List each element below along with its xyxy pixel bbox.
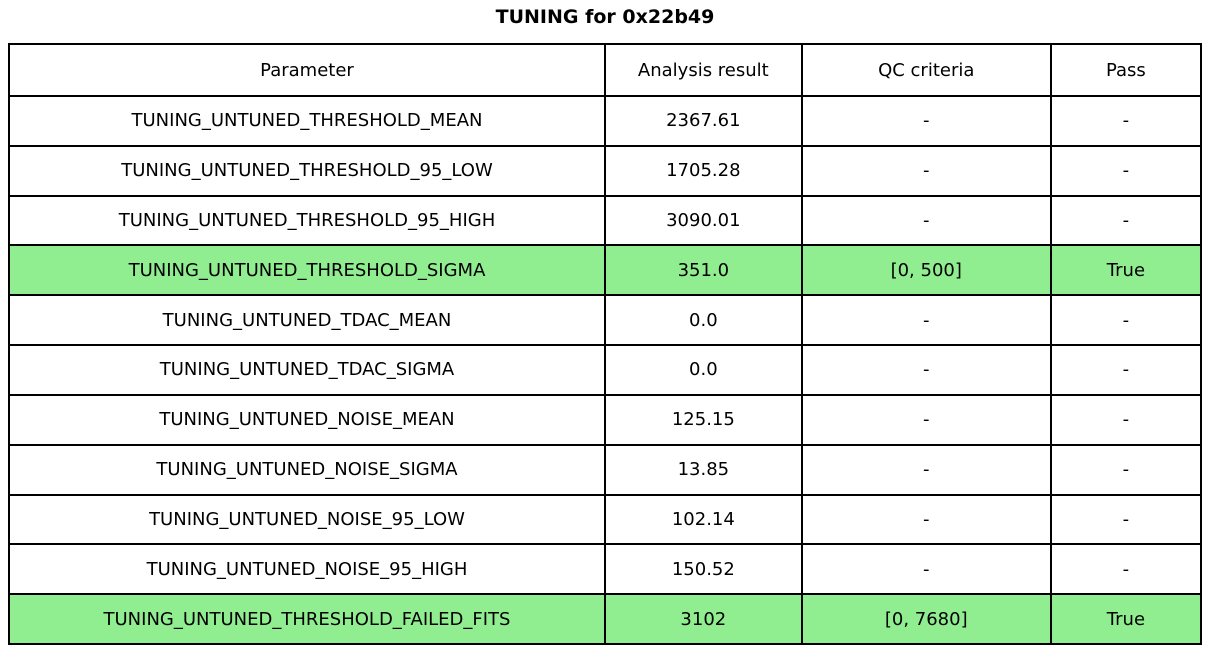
analysis-result-cell: 2367.61 bbox=[604, 95, 803, 147]
analysis-result-cell: 3102 bbox=[604, 593, 803, 645]
header-row: Parameter Analysis result QC criteria Pa… bbox=[8, 43, 1203, 97]
pass-cell: - bbox=[1049, 144, 1203, 197]
pass-cell: - bbox=[1049, 493, 1203, 546]
analysis-result-cell: 0.0 bbox=[604, 294, 803, 347]
table-header: Parameter Analysis result QC criteria Pa… bbox=[8, 43, 1203, 97]
qc-criteria-cell: - bbox=[800, 294, 1052, 347]
parameter-cell: TUNING_UNTUNED_THRESHOLD_SIGMA bbox=[8, 244, 606, 297]
qc-criteria-cell: - bbox=[800, 393, 1052, 446]
analysis-result-cell: 150.52 bbox=[604, 543, 803, 596]
qc-criteria-cell: - bbox=[800, 344, 1052, 396]
table-row: TUNING_UNTUNED_THRESHOLD_95_HIGH 3090.01… bbox=[8, 194, 1203, 247]
qc-criteria-cell: - bbox=[800, 493, 1052, 546]
analysis-result-cell: 1705.28 bbox=[604, 144, 803, 197]
qc-criteria-cell: - bbox=[800, 443, 1052, 496]
pass-cell: True bbox=[1049, 593, 1203, 645]
pass-cell: - bbox=[1049, 194, 1203, 247]
qc-table: Parameter Analysis result QC criteria Pa… bbox=[8, 43, 1203, 645]
analysis-result-cell: 3090.01 bbox=[604, 194, 803, 247]
qc-criteria-cell: [0, 500] bbox=[800, 244, 1052, 297]
parameter-cell: TUNING_UNTUNED_THRESHOLD_95_LOW bbox=[8, 144, 606, 197]
table-row: TUNING_UNTUNED_TDAC_MEAN 0.0 - - bbox=[8, 294, 1203, 347]
header-qc-criteria: QC criteria bbox=[800, 43, 1052, 97]
pass-cell: - bbox=[1049, 95, 1203, 147]
pass-cell: True bbox=[1049, 244, 1203, 297]
header-pass: Pass bbox=[1049, 43, 1203, 97]
parameter-cell: TUNING_UNTUNED_THRESHOLD_FAILED_FITS bbox=[8, 593, 606, 645]
table-row: TUNING_UNTUNED_THRESHOLD_SIGMA 351.0 [0,… bbox=[8, 244, 1203, 297]
qc-criteria-cell: - bbox=[800, 194, 1052, 247]
table-row: TUNING_UNTUNED_NOISE_95_LOW 102.14 - - bbox=[8, 493, 1203, 546]
qc-criteria-cell: - bbox=[800, 95, 1052, 147]
analysis-result-cell: 102.14 bbox=[604, 493, 803, 546]
parameter-cell: TUNING_UNTUNED_THRESHOLD_MEAN bbox=[8, 95, 606, 147]
table-row: TUNING_UNTUNED_NOISE_95_HIGH 150.52 - - bbox=[8, 543, 1203, 596]
parameter-cell: TUNING_UNTUNED_NOISE_MEAN bbox=[8, 393, 606, 446]
analysis-result-cell: 13.85 bbox=[604, 443, 803, 496]
table-row: TUNING_UNTUNED_THRESHOLD_FAILED_FITS 310… bbox=[8, 593, 1203, 645]
pass-cell: - bbox=[1049, 443, 1203, 496]
pass-cell: - bbox=[1049, 543, 1203, 596]
table-row: TUNING_UNTUNED_TDAC_SIGMA 0.0 - - bbox=[8, 344, 1203, 396]
qc-criteria-cell: - bbox=[800, 144, 1052, 197]
header-analysis-result: Analysis result bbox=[604, 43, 803, 97]
analysis-result-cell: 351.0 bbox=[604, 244, 803, 297]
parameter-cell: TUNING_UNTUNED_NOISE_95_HIGH bbox=[8, 543, 606, 596]
parameter-cell: TUNING_UNTUNED_NOISE_95_LOW bbox=[8, 493, 606, 546]
table-body: TUNING_UNTUNED_THRESHOLD_MEAN 2367.61 - … bbox=[8, 95, 1203, 645]
parameter-cell: TUNING_UNTUNED_NOISE_SIGMA bbox=[8, 443, 606, 496]
parameter-cell: TUNING_UNTUNED_THRESHOLD_95_HIGH bbox=[8, 194, 606, 247]
table-row: TUNING_UNTUNED_THRESHOLD_MEAN 2367.61 - … bbox=[8, 95, 1203, 147]
analysis-result-cell: 125.15 bbox=[604, 393, 803, 446]
figure-title: TUNING for 0x22b49 bbox=[495, 6, 715, 28]
qc-criteria-cell: - bbox=[800, 543, 1052, 596]
analysis-result-cell: 0.0 bbox=[604, 344, 803, 396]
table-row: TUNING_UNTUNED_NOISE_MEAN 125.15 - - bbox=[8, 393, 1203, 446]
pass-cell: - bbox=[1049, 294, 1203, 347]
pass-cell: - bbox=[1049, 344, 1203, 396]
pass-cell: - bbox=[1049, 393, 1203, 446]
qc-criteria-cell: [0, 7680] bbox=[800, 593, 1052, 645]
table-row: TUNING_UNTUNED_NOISE_SIGMA 13.85 - - bbox=[8, 443, 1203, 496]
table-row: TUNING_UNTUNED_THRESHOLD_95_LOW 1705.28 … bbox=[8, 144, 1203, 197]
parameter-cell: TUNING_UNTUNED_TDAC_MEAN bbox=[8, 294, 606, 347]
parameter-cell: TUNING_UNTUNED_TDAC_SIGMA bbox=[8, 344, 606, 396]
header-parameter: Parameter bbox=[8, 43, 606, 97]
